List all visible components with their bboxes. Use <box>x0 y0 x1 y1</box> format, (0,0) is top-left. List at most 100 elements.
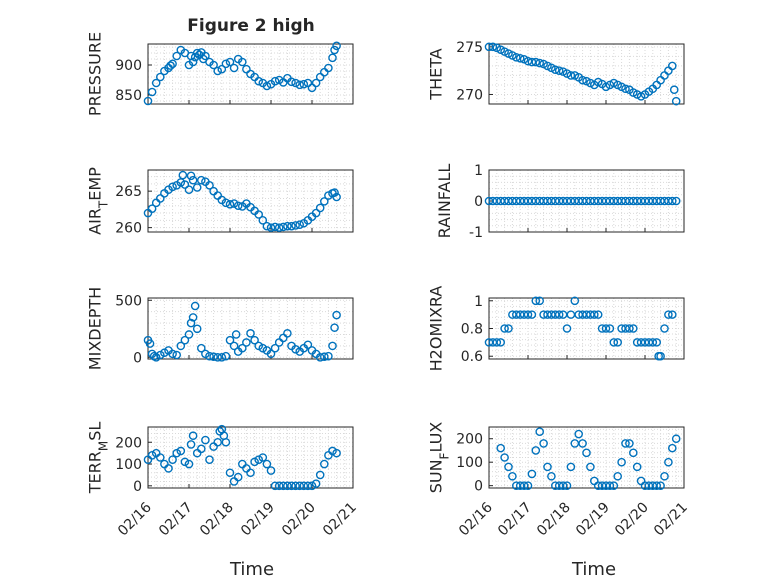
data-point <box>527 310 537 319</box>
data-point <box>266 466 276 475</box>
y-axis-label-5: H2OMIXRA <box>427 286 446 372</box>
data-point <box>551 65 560 75</box>
data-point <box>652 481 662 490</box>
y-tick-label: 200 <box>115 435 142 451</box>
data-point <box>311 208 321 218</box>
data-point <box>233 472 243 482</box>
data-point <box>258 343 268 353</box>
data-point <box>332 41 341 51</box>
data-point <box>669 85 679 95</box>
data-point <box>531 446 541 455</box>
data-point <box>188 175 198 185</box>
data-point <box>613 338 623 347</box>
data-point <box>593 310 603 319</box>
data-point <box>209 60 218 70</box>
data-point <box>229 341 239 351</box>
data-point <box>484 42 494 52</box>
data-point <box>668 61 677 71</box>
data-point <box>671 196 681 206</box>
data-point <box>535 296 545 306</box>
x-tick-label: 02/18 <box>197 500 237 540</box>
data-point <box>535 58 545 68</box>
x-tick-label: 02/17 <box>156 500 196 540</box>
data-point <box>246 329 255 338</box>
data-point <box>143 96 153 106</box>
x-tick-label: 02/18 <box>534 500 574 540</box>
data-point <box>324 63 333 73</box>
data-point <box>155 194 165 203</box>
data-point <box>213 352 222 362</box>
subplot-terr-msl: 0 100 200 02/16 02/17 02/18 02/19 02/20 02/21 TER… <box>86 422 360 540</box>
data-point <box>508 471 517 481</box>
data-point <box>332 310 341 320</box>
data-point <box>531 57 541 67</box>
data-point <box>315 352 325 362</box>
data-point <box>250 335 259 345</box>
data-point <box>590 310 599 319</box>
data-point <box>262 221 272 231</box>
data-point <box>500 324 509 333</box>
data-point <box>558 481 568 490</box>
data-point <box>492 338 502 347</box>
data-point <box>192 324 202 334</box>
data-point <box>221 59 231 69</box>
data-point <box>180 457 190 467</box>
data-point <box>270 222 280 232</box>
data-point <box>266 349 276 359</box>
data-point <box>319 197 329 206</box>
data-point <box>229 199 239 208</box>
data-point <box>250 457 259 467</box>
y-tick-label: 0.8 <box>461 322 483 338</box>
data-point <box>270 76 280 86</box>
data-point <box>629 324 638 333</box>
data-point <box>629 448 638 458</box>
axes-box <box>488 43 685 105</box>
data-point <box>283 329 292 338</box>
data-point <box>512 53 521 62</box>
data-point <box>496 338 506 347</box>
data-point <box>180 180 190 189</box>
y-axis-label-0: PRESSURE <box>86 32 105 116</box>
figure-title: Figure 2 high <box>187 16 315 36</box>
data-point <box>278 481 288 491</box>
subplot-sun-flux: 0 100 200 02/16 02/17 02/18 02/19 02/20 02/21 SUN… <box>427 422 691 540</box>
data-point <box>315 203 325 213</box>
y-tick-label: 265 <box>115 184 142 200</box>
data-point <box>671 96 681 106</box>
data-point <box>609 338 619 347</box>
data-point <box>295 220 305 230</box>
data-point <box>145 339 155 348</box>
data-point <box>601 324 611 333</box>
data-point <box>632 462 642 472</box>
data-point <box>566 71 576 80</box>
data-point <box>287 221 296 231</box>
y-tick-label: 100 <box>456 455 483 471</box>
y-axis-label-3: RAINFALL <box>435 164 454 239</box>
data-point <box>664 457 673 467</box>
data-point <box>605 481 615 490</box>
y-tick-label: 850 <box>115 88 142 104</box>
axes-box <box>147 43 354 105</box>
data-point <box>258 216 268 225</box>
data-point <box>242 338 251 347</box>
data-point <box>166 61 175 70</box>
data-point <box>574 429 584 439</box>
y-tick-label: 500 <box>115 293 142 309</box>
data-point <box>291 78 300 88</box>
data-point <box>201 51 210 61</box>
data-point <box>196 175 206 185</box>
data-point <box>668 196 677 206</box>
data-point <box>328 341 337 351</box>
data-point <box>233 201 243 211</box>
data-point <box>254 455 264 464</box>
data-point <box>582 448 591 458</box>
data-point <box>270 481 280 491</box>
data-point <box>192 183 202 192</box>
data-point <box>330 188 339 197</box>
data-point <box>225 199 235 209</box>
data-point <box>217 64 227 74</box>
data-point <box>291 481 300 491</box>
data-point <box>488 42 498 52</box>
data-point <box>299 481 309 491</box>
